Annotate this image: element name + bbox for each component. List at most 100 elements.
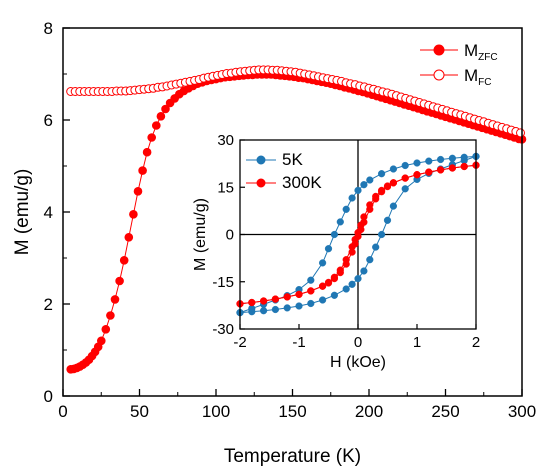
inset-data-point-loop-300k — [366, 205, 374, 213]
inset-data-point-loop-300k — [336, 269, 344, 277]
inset-data-point-loop-300k — [372, 195, 380, 203]
x-tick-label: 200 — [355, 402, 383, 421]
data-point-m-zfc — [161, 104, 170, 114]
data-point-m-zfc — [138, 166, 147, 175]
legend-marker-m-fc — [433, 69, 445, 81]
legend-label-sub: ZFC — [478, 52, 497, 63]
inset-data-point-loop-5k — [366, 176, 374, 184]
inset-plot: -2 -1 0 1 2 -30 -15 0 15 30 H (kOe) M (emu/g) 5K 300K — [192, 132, 480, 371]
inset-data-point-loop-5k — [271, 305, 280, 314]
inset-data-point-loop-5k — [354, 186, 362, 195]
inset-data-point-loop-5k — [360, 181, 368, 189]
inset-data-point-loop-5k — [307, 276, 315, 284]
inset-data-point-loop-5k — [389, 165, 398, 173]
inset-data-point-loop-300k — [460, 162, 468, 171]
y-tick-label: 4 — [44, 203, 53, 222]
inset-data-point-loop-5k — [348, 280, 356, 288]
inset-x-tick-label: 1 — [413, 334, 421, 351]
inset-legend-label-300k: 300K — [282, 173, 322, 192]
inset-data-point-loop-5k — [348, 194, 356, 202]
inset-data-point-loop-300k — [401, 174, 409, 182]
inset-data-point-loop-5k — [342, 285, 350, 293]
y-tick-label: 8 — [44, 19, 53, 38]
inset-data-point-loop-5k — [330, 291, 339, 299]
inset-y-tick-label: -15 — [212, 274, 234, 291]
inset-data-point-loop-300k — [448, 164, 457, 172]
legend-label-m-fc: MFC — [464, 66, 492, 88]
inset-data-point-loop-5k — [319, 296, 327, 304]
inset-data-point-loop-300k — [248, 298, 256, 307]
inset-data-point-loop-5k — [295, 302, 303, 310]
data-point-m-zfc — [147, 133, 156, 142]
x-tick-label: 300 — [508, 402, 536, 421]
inset-y-tick-label: 15 — [217, 179, 234, 196]
inset-data-point-loop-5k — [319, 259, 327, 267]
inset-y-tick-label: -30 — [212, 321, 234, 338]
x-tick-label: 50 — [130, 402, 149, 421]
inset-data-point-loop-5k — [336, 218, 344, 226]
inset-data-point-loop-300k — [357, 225, 365, 234]
inset-data-point-loop-300k — [324, 279, 333, 287]
inset-data-point-loop-5k — [401, 161, 409, 170]
inset-data-point-loop-5k — [366, 256, 374, 264]
legend-label-m-zfc: MZFC — [464, 41, 498, 63]
inset-data-point-loop-300k — [360, 218, 368, 226]
data-point-m-zfc — [129, 210, 138, 219]
inset-data-point-loop-300k — [351, 240, 359, 248]
data-point-m-zfc — [119, 255, 129, 265]
inset-data-point-loop-5k — [372, 243, 380, 251]
inset-y-tick-label: 30 — [217, 132, 234, 149]
inset-data-point-loop-300k — [378, 188, 386, 196]
data-point-m-zfc — [152, 121, 161, 130]
inset-data-point-loop-300k — [342, 260, 350, 268]
legend-label-main: M — [464, 66, 478, 85]
inset-data-point-loop-300k — [413, 171, 421, 179]
inset-data-point-loop-300k — [330, 275, 339, 283]
inset-data-point-loop-5k — [401, 185, 409, 193]
x-tick-label: 0 — [58, 402, 67, 421]
x-tick-label: 150 — [278, 402, 306, 421]
legend-label-sub: FC — [478, 77, 491, 88]
data-point-m-zfc — [101, 324, 111, 334]
inset-data-point-loop-300k — [389, 179, 398, 187]
inset-data-point-loop-5k — [342, 205, 350, 213]
inset-data-point-loop-300k — [437, 166, 445, 174]
inset-data-point-loop-5k — [448, 154, 457, 162]
data-point-m-zfc — [142, 147, 152, 157]
inset-data-point-loop-5k — [389, 202, 398, 210]
inset-data-point-loop-5k — [248, 308, 256, 316]
inset-data-point-loop-5k — [260, 307, 268, 315]
inset-data-point-loop-5k — [307, 299, 315, 308]
inset-data-point-loop-300k — [295, 290, 303, 299]
inset-data-point-loop-300k — [260, 297, 268, 305]
inset-data-point-loop-5k — [383, 216, 392, 224]
inset-data-point-loop-5k — [378, 170, 386, 178]
inset-x-tick-label: -1 — [292, 334, 305, 351]
y-tick-label: 2 — [44, 295, 53, 314]
inset-data-point-loop-300k — [307, 287, 315, 295]
legend-label-main: M — [464, 41, 478, 60]
data-point-m-zfc — [106, 311, 115, 320]
inset-data-point-loop-5k — [413, 159, 421, 167]
inset-data-point-loop-5k — [460, 156, 468, 165]
legend-marker-m-zfc — [433, 44, 445, 56]
inset-x-tick-label: 0 — [354, 334, 362, 351]
data-point-m-zfc — [124, 233, 134, 242]
data-point-m-zfc — [115, 276, 124, 286]
inset-legend-marker-300k — [256, 178, 266, 188]
data-point-m-zfc — [156, 112, 166, 121]
x-axis-title: Temperature (K) — [224, 446, 361, 467]
inset-x-tick-label: 2 — [472, 334, 480, 351]
inset-legend-label-5k: 5K — [282, 150, 303, 169]
inset-data-point-loop-5k — [330, 230, 339, 239]
inset-data-point-loop-300k — [383, 183, 392, 191]
inset-data-point-loop-5k — [324, 245, 333, 253]
inset-x-axis-title: H (kOe) — [330, 354, 386, 371]
inset-y-tick-label: 0 — [226, 227, 234, 244]
y-tick-label: 6 — [44, 111, 53, 130]
y-tick-label: 0 — [44, 387, 53, 406]
inset-y-axis-title: M (emu/g) — [192, 198, 209, 271]
inset-legend-marker-5k — [256, 155, 266, 165]
